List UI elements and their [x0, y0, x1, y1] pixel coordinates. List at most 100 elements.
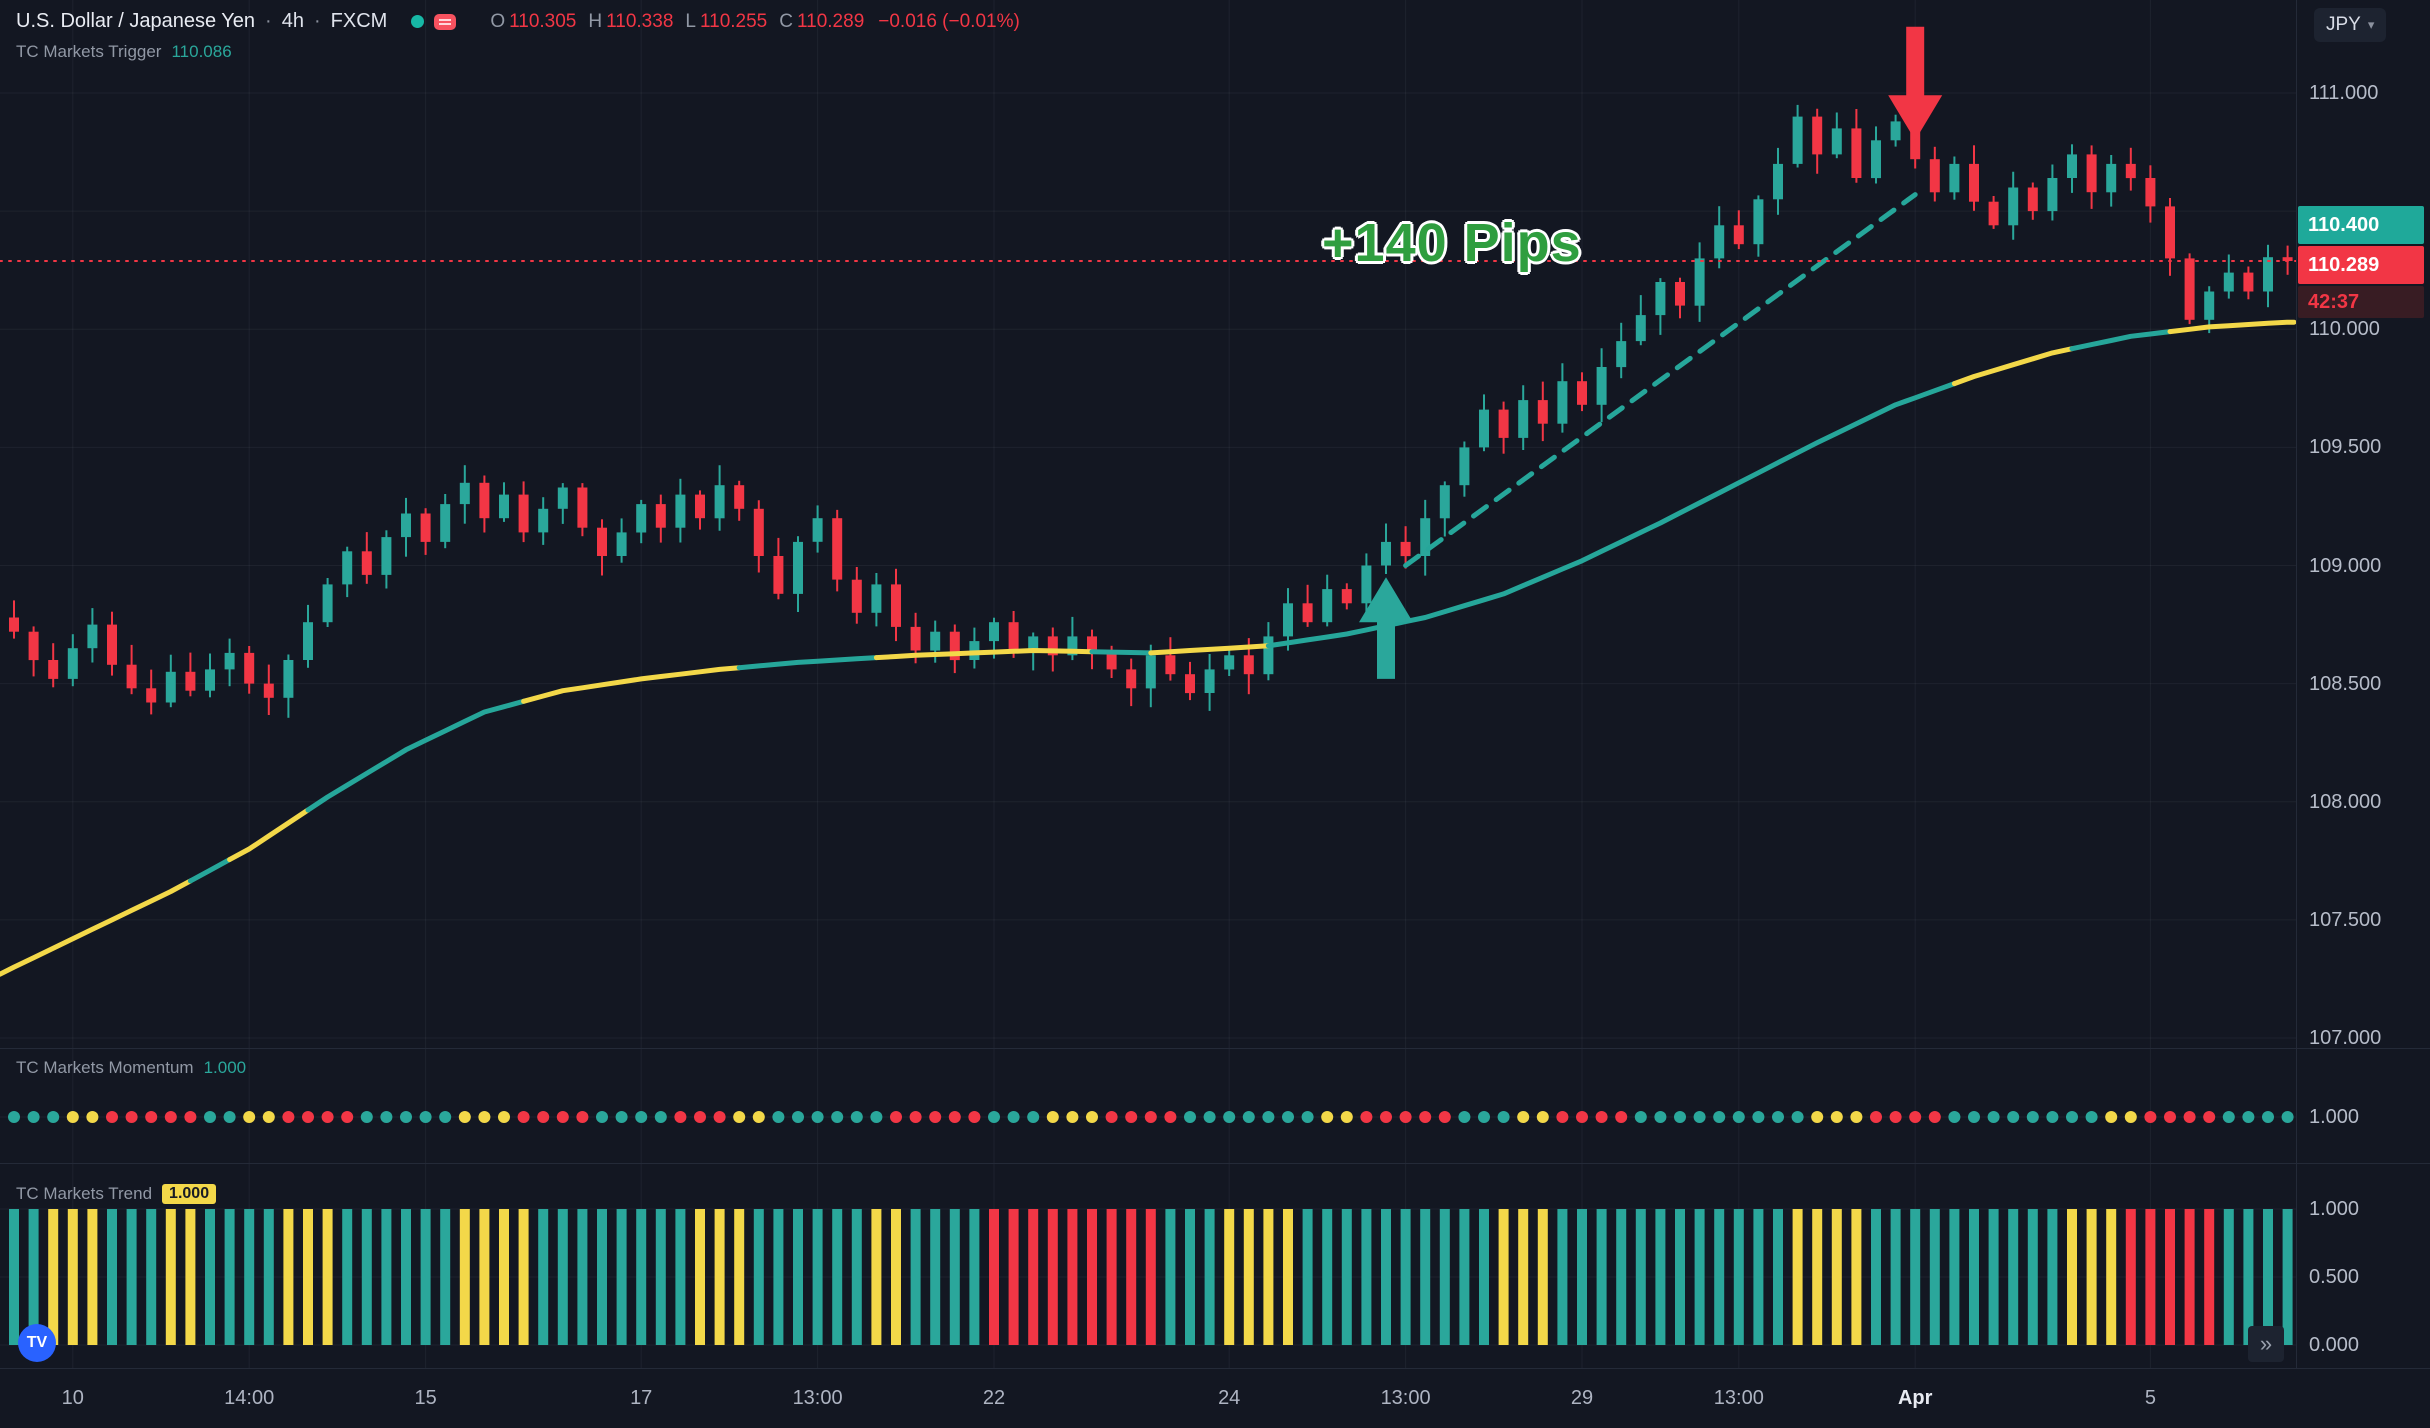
axis-price-label: 1.000	[2309, 1106, 2360, 1128]
trend-bar	[1910, 1209, 1921, 1345]
axis-price-label: 109.500	[2309, 436, 2382, 459]
pane-separator[interactable]	[0, 1048, 2430, 1049]
candle-body	[1949, 163, 1960, 193]
candle-body	[773, 556, 784, 594]
candle-body	[1498, 409, 1509, 438]
trigger-indicator-label[interactable]: TC Markets Trigger	[16, 42, 162, 61]
momentum-dot	[713, 1111, 726, 1123]
exchange-label[interactable]: FXCM	[330, 10, 388, 32]
candle-body	[851, 579, 862, 613]
trend-bar	[538, 1209, 549, 1345]
momentum-dot	[1674, 1111, 1686, 1123]
momentum-dot	[1536, 1111, 1549, 1123]
trend-bar	[1733, 1209, 1744, 1345]
indicator-lines-icon[interactable]	[434, 13, 457, 30]
momentum-dot	[576, 1111, 589, 1123]
momentum-dot	[556, 1111, 569, 1123]
ma-segment	[2069, 329, 2173, 352]
momentum-dot	[1007, 1111, 1020, 1123]
momentum-dot	[1948, 1111, 1961, 1123]
trend-bar	[871, 1209, 882, 1345]
momentum-dot	[341, 1111, 354, 1123]
trend-bar	[1126, 1209, 1137, 1345]
scroll-to-latest-button[interactable]: »	[2248, 1326, 2284, 1362]
trend-bar	[1224, 1209, 1235, 1345]
axis-price-label: 108.500	[2309, 672, 2382, 695]
trend-bar	[1655, 1209, 1666, 1345]
candle-body	[714, 485, 725, 519]
momentum-pane-label[interactable]: TC Markets Momentum	[16, 1058, 194, 1077]
symbol-title[interactable]: U.S. Dollar / Japanese Yen	[16, 10, 256, 32]
candle-body	[1165, 655, 1176, 675]
candle-body	[381, 537, 392, 575]
trend-bar	[1067, 1209, 1078, 1345]
trend-bar	[2106, 1209, 2117, 1345]
pane-separator[interactable]	[0, 1163, 2430, 1164]
trend-bar	[2047, 1209, 2058, 1345]
axis-price-label: 107.500	[2309, 908, 2382, 931]
trend-bar	[1773, 1209, 1783, 1345]
trend-bar	[263, 1209, 274, 1345]
momentum-dot	[1870, 1111, 1882, 1123]
candle-body	[1283, 603, 1293, 637]
candle-body	[1439, 485, 1450, 519]
trend-bar	[1185, 1209, 1195, 1345]
trend-bar	[28, 1209, 39, 1345]
candle-body	[2027, 187, 2038, 212]
trend-bar	[577, 1209, 588, 1345]
candles	[9, 104, 2293, 718]
trend-bar	[1459, 1209, 1470, 1345]
candle-body	[479, 482, 490, 519]
price-axis[interactable]: 110.400 110.289 42:37 111.000 110.000 109.…	[2297, 0, 2430, 1368]
candle-body	[577, 487, 588, 528]
candle-body	[459, 482, 470, 505]
momentum-dot	[1223, 1111, 1236, 1123]
axis-price-label: 108.000	[2309, 790, 2382, 813]
indicator-status-dot-icon[interactable]	[411, 15, 425, 28]
trend-bar	[616, 1209, 627, 1345]
trend-bar	[322, 1209, 333, 1345]
close-label: C	[779, 10, 793, 32]
momentum-dot	[674, 1111, 687, 1123]
trend-bar	[1165, 1209, 1176, 1345]
interval-label[interactable]: 4h	[281, 10, 304, 32]
candle-body	[67, 648, 78, 679]
trend-bar	[1087, 1209, 1097, 1345]
candle-body	[2086, 154, 2097, 193]
tradingview-logo[interactable]: TV	[18, 1324, 56, 1362]
momentum-dot	[831, 1111, 844, 1123]
dashed-trendline[interactable]	[1403, 192, 1918, 568]
momentum-dot	[1654, 1111, 1667, 1123]
trend-bar	[1753, 1209, 1764, 1345]
currency-pair-button[interactable]: JPY ▾	[2314, 8, 2387, 42]
momentum-dot	[1595, 1111, 1608, 1123]
candle-body	[1616, 341, 1627, 368]
trend-bar	[67, 1209, 78, 1345]
trend-bar	[1871, 1209, 1881, 1345]
momentum-dot	[1693, 1111, 1706, 1123]
candle-body	[1126, 669, 1137, 689]
candle-body	[871, 584, 882, 613]
trend-bar	[87, 1209, 98, 1345]
trend-bar	[989, 1209, 999, 1345]
close-value: 110.289	[796, 10, 865, 32]
trend-bar	[459, 1209, 470, 1345]
momentum-dot	[2183, 1111, 2196, 1123]
trend-bar	[479, 1209, 490, 1345]
time-axis[interactable]: 10 14:00 15 17 13:00 22 24 13:00 29 13:00 Apr 5	[0, 1369, 2430, 1428]
momentum-dot	[498, 1111, 510, 1123]
trend-bar	[930, 1209, 941, 1345]
momentum-dot	[223, 1111, 236, 1123]
trend-pane-label[interactable]: TC Markets Trend	[16, 1184, 153, 1203]
momentum-dot	[1046, 1111, 1059, 1123]
momentum-dot	[2281, 1111, 2294, 1123]
trend-bar	[185, 1209, 196, 1345]
candle-body	[1675, 282, 1685, 306]
momentum-dot	[243, 1111, 256, 1123]
candle-body	[1655, 282, 1666, 316]
axis-time-label: 14:00	[224, 1387, 275, 1409]
open-value: 110.305	[509, 10, 577, 32]
trend-bar	[753, 1209, 764, 1345]
